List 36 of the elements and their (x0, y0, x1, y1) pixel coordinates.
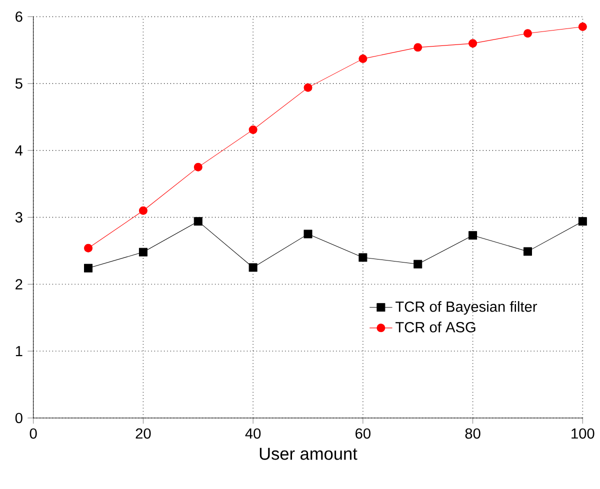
point (358, 54, 368, 64)
y-tick-label: 3 (15, 212, 22, 223)
point (578, 22, 587, 32)
y-tick-label: 5 (15, 78, 22, 89)
point (304, 83, 312, 92)
y-tick-label: 0 (15, 413, 22, 424)
point (248, 263, 258, 272)
y-tick-label: 2 (16, 279, 22, 290)
point (523, 247, 532, 256)
point (358, 253, 368, 262)
x-tick-label: 80 (465, 428, 480, 439)
point (304, 230, 312, 238)
y-tick-label: 4 (15, 146, 23, 156)
x-tick-label: 60 (356, 428, 370, 439)
point (414, 43, 422, 52)
point (194, 163, 202, 172)
point (468, 39, 478, 48)
y-tick-label: 1 (16, 346, 22, 356)
point (578, 217, 587, 226)
x-axis-title: User amount (260, 448, 358, 460)
point (414, 260, 422, 269)
x-tick-label: 20 (136, 428, 151, 439)
point (468, 231, 478, 240)
point (248, 126, 258, 134)
x-tick-label: 100 (572, 428, 594, 439)
point (84, 244, 93, 253)
point (523, 29, 532, 38)
point (84, 264, 93, 273)
y-tick-label: 6 (16, 12, 22, 22)
point (138, 248, 148, 257)
point (138, 206, 148, 216)
legend-label: TCR of Bayesian filter (396, 301, 538, 315)
point (194, 217, 202, 226)
x-tick-label: 40 (245, 428, 261, 439)
legend-label: TCR of ASG (396, 322, 476, 333)
x-tick-label: 0 (30, 428, 37, 439)
